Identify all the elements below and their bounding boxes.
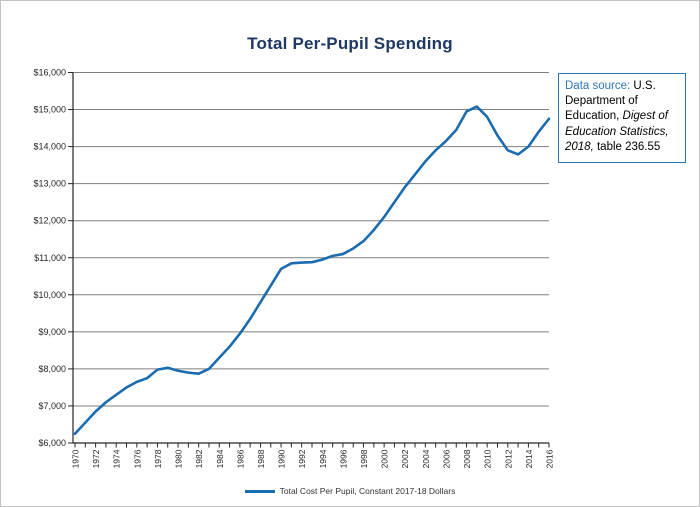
x-axis-label: 2014: [524, 449, 534, 468]
x-axis-label: 1986: [235, 449, 245, 468]
y-axis-label: $16,000: [33, 68, 66, 78]
x-axis-label: 2010: [483, 449, 493, 468]
x-axis-label: 1992: [297, 449, 307, 468]
x-axis-label: 1978: [153, 449, 163, 468]
x-axis-label: 2004: [421, 449, 431, 468]
legend-line-swatch: [244, 489, 275, 493]
source-text-part: U.S. Department of Education,: [565, 80, 656, 123]
x-axis-label: 1974: [112, 449, 122, 468]
x-axis-label: 1976: [132, 449, 142, 468]
x-axis-label: 2002: [400, 449, 410, 468]
source-text-part: Data source:: [565, 80, 634, 92]
x-axis-label: 2006: [441, 449, 451, 468]
x-axis-label: 2012: [503, 449, 513, 468]
y-axis-label: $6,000: [38, 438, 66, 448]
y-axis-label: $7,000: [38, 401, 66, 411]
x-axis-label: 1998: [359, 449, 369, 468]
y-axis-label: $14,000: [33, 142, 66, 152]
x-axis-label: 1990: [277, 449, 287, 468]
x-axis-label: 1996: [338, 449, 348, 468]
x-axis-label: 1984: [215, 449, 225, 468]
y-axis-label: $8,000: [38, 364, 66, 374]
x-axis-label: 1994: [318, 449, 328, 468]
chart-title: Total Per-Pupil Spending: [247, 34, 453, 53]
x-axis-label: 2000: [380, 449, 390, 468]
source-text-part: Digest of Education Statistics, 2018,: [565, 110, 669, 153]
x-axis-label: 1982: [194, 449, 204, 468]
legend-label: Total Cost Per Pupil, Constant 2017-18 D…: [279, 486, 456, 496]
y-axis-label: $11,000: [34, 253, 66, 263]
y-axis-label: $9,000: [38, 327, 66, 337]
x-axis-label: 1970: [71, 449, 81, 468]
spending-line: [73, 105, 551, 436]
y-axis-label: $10,000: [33, 290, 66, 300]
x-axis-label: 1980: [174, 449, 184, 468]
x-axis-label: 1988: [256, 449, 266, 468]
y-axis-label: $15,000: [33, 105, 66, 115]
legend: Total Cost Per Pupil, Constant 2017-18 D…: [1, 484, 699, 498]
y-axis-label: $12,000: [33, 216, 66, 226]
source-text-part: table 236.55: [593, 140, 661, 153]
x-axis-label: 2016: [545, 449, 555, 468]
data-source-box: Data source: U.S. Department of Educatio…: [558, 73, 686, 163]
x-axis-label: 2008: [462, 449, 472, 468]
x-axis-label: 1972: [91, 449, 101, 468]
y-axis-label: $13,000: [33, 179, 66, 189]
